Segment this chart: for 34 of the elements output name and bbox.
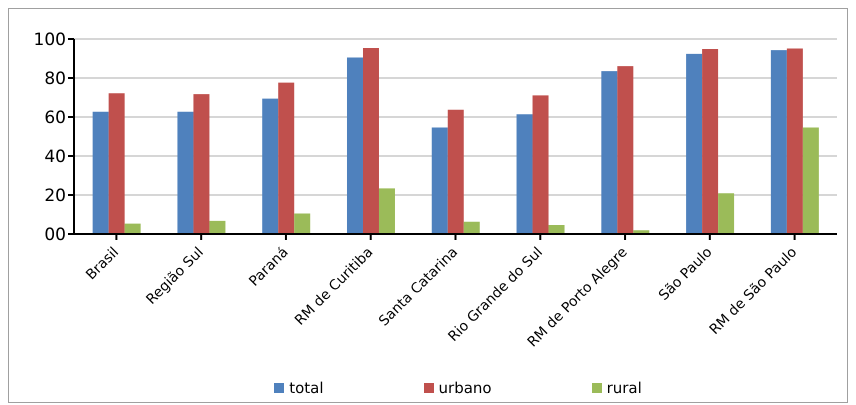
bar — [92, 112, 109, 234]
bar — [601, 71, 618, 234]
bar — [617, 66, 634, 234]
y-tick-label: 40 — [44, 147, 66, 168]
legend-label: urbano — [438, 379, 492, 397]
bar — [702, 48, 718, 234]
bar — [786, 48, 803, 234]
bar — [718, 193, 734, 234]
y-tick-label: 20 — [44, 186, 66, 206]
bar — [516, 114, 533, 234]
bar — [532, 95, 549, 234]
bar — [346, 58, 363, 234]
bar — [193, 94, 210, 234]
bar — [770, 50, 787, 234]
y-tick-label: 00 — [44, 225, 66, 246]
y-tick-label: 80 — [44, 69, 66, 90]
bar — [108, 93, 125, 234]
bar — [362, 48, 379, 234]
bar — [262, 98, 278, 234]
bar — [124, 224, 141, 234]
bar — [802, 128, 819, 234]
bar — [209, 220, 226, 234]
bar — [294, 214, 310, 234]
legend-label: total — [289, 379, 324, 397]
bar — [378, 188, 395, 234]
legend-label: rural — [606, 379, 642, 397]
bar — [278, 82, 294, 234]
bar — [177, 112, 194, 234]
bar — [464, 222, 480, 234]
y-tick-label: 100 — [34, 30, 66, 50]
bar — [686, 54, 702, 234]
bar — [432, 128, 448, 234]
y-tick-label: 60 — [44, 108, 66, 128]
bar — [448, 110, 464, 234]
